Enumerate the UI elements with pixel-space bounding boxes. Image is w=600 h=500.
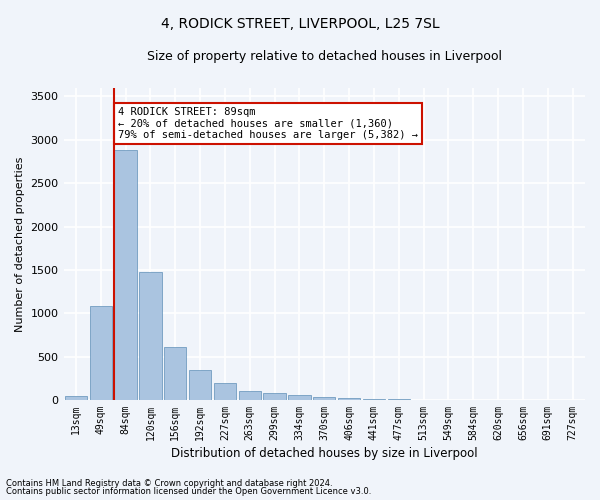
Bar: [288, 395, 311, 400]
Bar: [164, 346, 187, 400]
Bar: [239, 391, 261, 400]
Bar: [189, 370, 211, 400]
X-axis label: Distribution of detached houses by size in Liverpool: Distribution of detached houses by size …: [171, 447, 478, 460]
Y-axis label: Number of detached properties: Number of detached properties: [15, 156, 25, 332]
Text: 4 RODICK STREET: 89sqm
← 20% of detached houses are smaller (1,360)
79% of semi-: 4 RODICK STREET: 89sqm ← 20% of detached…: [118, 107, 418, 140]
Bar: [263, 394, 286, 400]
Bar: [214, 382, 236, 400]
Text: 4, RODICK STREET, LIVERPOOL, L25 7SL: 4, RODICK STREET, LIVERPOOL, L25 7SL: [161, 18, 439, 32]
Bar: [338, 398, 360, 400]
Bar: [313, 397, 335, 400]
Text: Contains HM Land Registry data © Crown copyright and database right 2024.: Contains HM Land Registry data © Crown c…: [6, 478, 332, 488]
Bar: [89, 306, 112, 400]
Bar: [65, 396, 87, 400]
Bar: [139, 272, 161, 400]
Title: Size of property relative to detached houses in Liverpool: Size of property relative to detached ho…: [147, 50, 502, 63]
Bar: [363, 399, 385, 400]
Text: Contains public sector information licensed under the Open Government Licence v3: Contains public sector information licen…: [6, 487, 371, 496]
Bar: [115, 150, 137, 400]
